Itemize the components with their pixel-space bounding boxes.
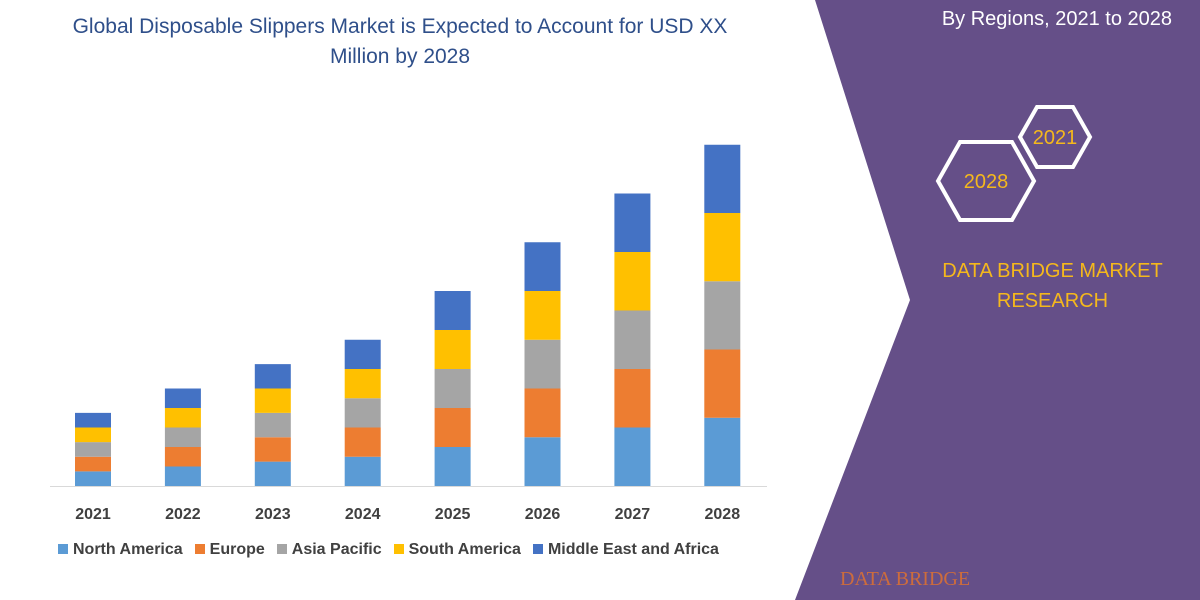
bar-segment-2025-3 <box>434 330 471 369</box>
legend-item: South America <box>393 541 521 559</box>
legend-item: North America <box>58 541 183 559</box>
bar-segment-2028-0 <box>704 417 741 486</box>
bar-segment-2025-1 <box>434 408 471 447</box>
hexagon-2021 <box>1017 105 1093 169</box>
bar-segment-2024-4 <box>344 339 381 369</box>
x-tick-label: 2022 <box>165 506 201 523</box>
bar-segment-2025-0 <box>434 447 471 486</box>
bar-segment-2023-4 <box>254 364 291 389</box>
bar-segment-2022-1 <box>164 447 201 467</box>
bar-segment-2021-1 <box>75 456 111 472</box>
bar-segment-2024-1 <box>344 427 381 457</box>
hexagon-2021-label: 2021 <box>1033 127 1078 149</box>
bar-segment-2026-4 <box>524 242 561 291</box>
bar-segment-2023-0 <box>254 461 291 486</box>
bar-segment-2025-2 <box>434 369 471 408</box>
bar-segment-2027-3 <box>614 252 651 311</box>
legend-swatch <box>393 544 404 554</box>
x-tick-label: 2026 <box>525 506 561 523</box>
chart-title: Global Disposable Slippers Market is Exp… <box>72 15 728 68</box>
bar-segment-2021-4 <box>75 412 111 428</box>
bar-segment-2027-2 <box>614 310 651 369</box>
bar-segment-2028-1 <box>704 349 741 418</box>
legend-label: Europe <box>209 541 265 558</box>
bar-segment-2028-4 <box>704 144 741 213</box>
x-tick-label: 2023 <box>255 506 291 523</box>
bar-segment-2027-1 <box>614 369 651 428</box>
x-tick-label: 2024 <box>345 506 381 523</box>
legend-swatch <box>276 544 287 554</box>
legend-swatch <box>194 544 205 554</box>
bar-segment-2025-4 <box>434 291 471 330</box>
hexagon-2028 <box>935 140 1037 222</box>
bar-segment-2027-4 <box>614 193 651 252</box>
legend-swatch <box>58 544 68 554</box>
chart-subtitle: By Regions, 2021 to 2028 <box>941 8 1172 30</box>
x-tick-label: 2021 <box>75 506 111 523</box>
bar-segment-2028-2 <box>704 281 741 350</box>
x-tick-label: 2025 <box>435 506 471 523</box>
bar-segment-2021-3 <box>75 427 111 443</box>
bar-segment-2022-0 <box>164 466 201 486</box>
legend-label: North America <box>73 541 183 558</box>
bar-segment-2021-0 <box>75 471 111 486</box>
bar-segment-2022-3 <box>164 408 201 428</box>
x-tick-label: 2027 <box>615 506 651 523</box>
bar-segment-2026-0 <box>524 437 561 486</box>
bar-segment-2022-4 <box>164 388 201 408</box>
bar-segment-2024-2 <box>344 398 381 428</box>
bar-segment-2023-1 <box>254 437 291 462</box>
legend-item: Asia Pacific <box>276 541 382 559</box>
bar-segment-2021-2 <box>75 442 111 457</box>
bar-segment-2024-0 <box>344 456 381 486</box>
legend-label: South America <box>408 541 521 558</box>
bar-segment-2028-3 <box>704 213 741 282</box>
legend-item: Middle East and Africa <box>532 541 719 559</box>
brand-text: DATA BRIDGE MARKET RESEARCH <box>942 260 1163 312</box>
legend: North America Europe Asia Pacific South Ame… <box>58 541 719 559</box>
bar-segment-2027-0 <box>614 427 651 486</box>
bar-segment-2023-3 <box>254 388 291 413</box>
bar-segment-2026-2 <box>524 339 561 389</box>
hexagon-2028-label: 2028 <box>964 171 1009 193</box>
legend-swatch <box>532 544 543 554</box>
x-tick-label: 2028 <box>705 506 741 523</box>
stacked-bar-chart: 2021 2022 2023 2024 2025 2026 2027 2028 <box>50 144 767 523</box>
bar-segment-2024-3 <box>344 369 381 399</box>
bar-segment-2026-3 <box>524 291 561 340</box>
legend-label: Asia Pacific <box>291 541 382 558</box>
bar-segment-2023-2 <box>254 412 291 438</box>
legend-label: Middle East and Africa <box>547 541 719 558</box>
purple-panel <box>795 0 1200 600</box>
legend-item: Europe <box>194 541 265 559</box>
bar-segment-2022-2 <box>164 427 201 447</box>
logo: DATA BRIDGE <box>840 568 971 590</box>
bar-segment-2026-1 <box>524 388 561 438</box>
